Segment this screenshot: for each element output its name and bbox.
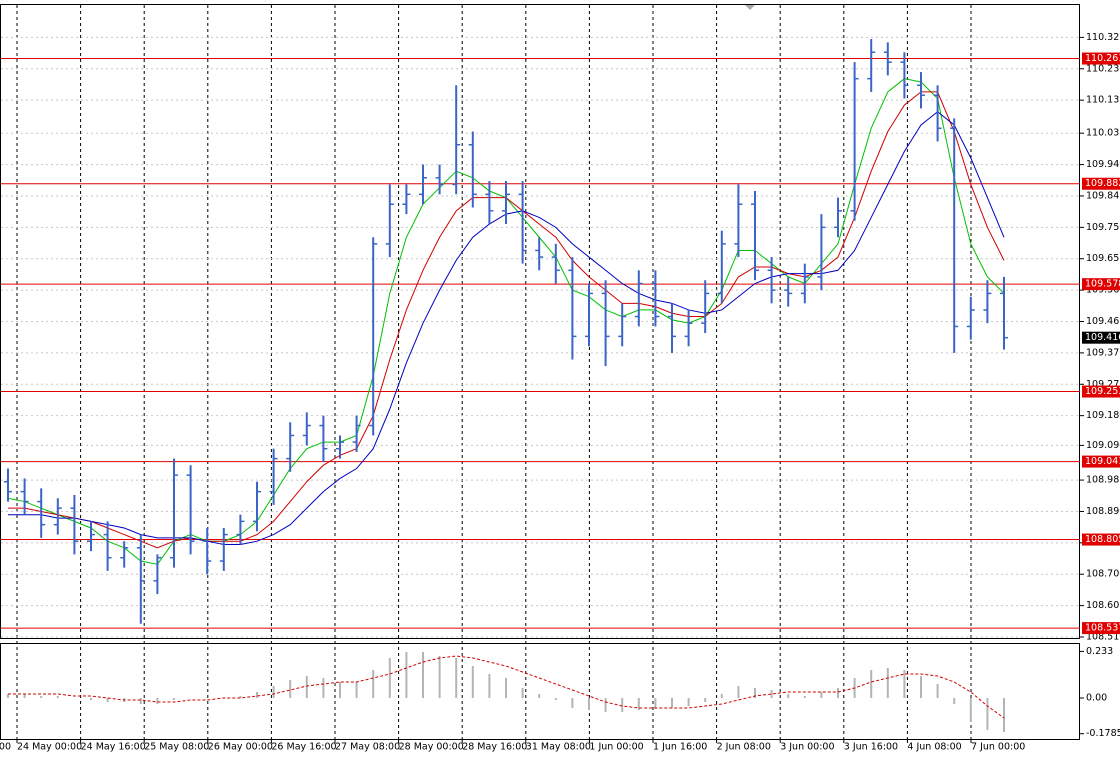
last-price-label: 109.416 <box>1085 332 1120 343</box>
x-tick-label: 1 Jun 16:00 <box>653 742 707 753</box>
level-label-box <box>1082 278 1120 291</box>
y-tick-label: 109.940 <box>1086 159 1120 170</box>
x-tick-label: 3 Jun 16:00 <box>844 742 898 753</box>
level-label-box <box>1082 533 1120 546</box>
x-tick-label: 25 May 08:00 <box>144 742 209 753</box>
y-tick-label: 110.135 <box>1086 95 1120 106</box>
level-label: 109.882 <box>1085 178 1120 189</box>
level-label: 110.261 <box>1085 53 1120 64</box>
x-tick-label: 1 Jun 00:00 <box>589 742 643 753</box>
x-tick-label: 3 Jun 00:00 <box>780 742 834 753</box>
x-tick-label: 31 May 08:00 <box>526 742 591 753</box>
y-tick-label: 108.510 <box>1086 632 1120 643</box>
level-label-box <box>1082 622 1120 635</box>
level-label: 109.253 <box>1085 386 1120 397</box>
y-tick-label: 108.890 <box>1086 506 1120 517</box>
level-label-box <box>1082 385 1120 398</box>
level-label: 108.805 <box>1085 534 1120 545</box>
indicator-panel <box>0 643 1080 740</box>
y-tick-label: 110.035 <box>1086 128 1120 139</box>
level-label-box <box>1082 52 1120 65</box>
y-tick-label: 109.370 <box>1086 347 1120 358</box>
level-label-box <box>1082 455 1120 468</box>
x-tick-label: 27 May 08:00 <box>335 742 400 753</box>
x-tick-label: 28 May 00:00 <box>399 742 464 753</box>
level-label: 109.578 <box>1085 279 1120 290</box>
y-tick-label: 109.275 <box>1086 379 1120 390</box>
x-tick-label: 28 May 16:00 <box>462 742 527 753</box>
y-tick-label: 0.233 <box>1086 646 1113 657</box>
x-tick-label: 00 <box>0 742 11 753</box>
y-tick-label: 108.700 <box>1086 569 1120 580</box>
y-tick-label: -0.1785 <box>1086 728 1120 739</box>
y-tick-label: 109.655 <box>1086 253 1120 264</box>
x-tick-label: 24 May 00:00 <box>17 742 82 753</box>
y-tick-label: 108.605 <box>1086 600 1120 611</box>
y-tick-label: 109.750 <box>1086 222 1120 233</box>
y-tick-label: 110.230 <box>1086 63 1120 74</box>
shift-marker <box>745 5 755 10</box>
x-tick-label: 7 Jun 00:00 <box>971 742 1025 753</box>
y-tick-label: 109.180 <box>1086 410 1120 421</box>
y-tick-label: 0.00 <box>1086 693 1107 704</box>
x-tick-label: 2 Jun 08:00 <box>717 742 771 753</box>
y-tick-label: 109.845 <box>1086 190 1120 201</box>
x-tick-label: 4 Jun 08:00 <box>907 742 961 753</box>
x-tick-label: 26 May 16:00 <box>271 742 336 753</box>
level-label-box <box>1082 177 1120 190</box>
last-price-box <box>1082 331 1120 344</box>
signal-line <box>8 655 1005 719</box>
x-tick-label: 24 May 16:00 <box>81 742 146 753</box>
level-label: 108.537 <box>1085 623 1120 634</box>
y-tick-label: 109.465 <box>1086 316 1120 327</box>
x-tick-label: 26 May 00:00 <box>208 742 273 753</box>
level-label: 109.041 <box>1085 456 1120 467</box>
y-tick-label: 108.985 <box>1086 475 1120 486</box>
y-tick-label: 109.090 <box>1086 440 1120 451</box>
y-tick-label: 110.325 <box>1086 32 1120 43</box>
main-panel <box>0 4 1080 639</box>
